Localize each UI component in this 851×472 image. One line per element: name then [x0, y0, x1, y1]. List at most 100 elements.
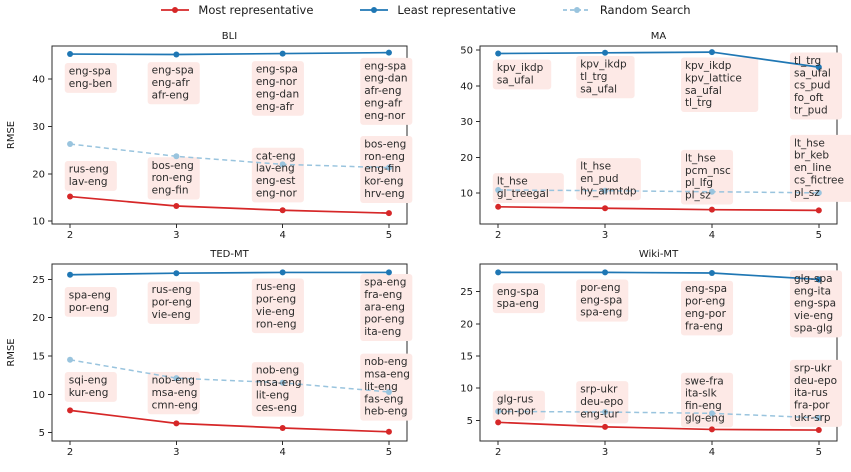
annotation-text: cs_fictree — [794, 175, 844, 187]
annotation-text: tl_trg — [685, 97, 712, 109]
annotation-box — [492, 173, 564, 203]
data-point-marker — [495, 186, 502, 193]
data-point-marker — [602, 187, 609, 194]
annotation-text: eng-fin — [152, 185, 189, 197]
annotation-box — [492, 283, 545, 314]
annotation-text: tl_trg — [580, 71, 607, 83]
y-axis-tick-label: 30 — [460, 117, 473, 128]
annotation-text: lav-eng — [69, 176, 108, 188]
least-representative-line — [70, 51, 389, 56]
x-axis-tick-label: 2 — [67, 447, 73, 458]
annotation-text: afr-eng — [364, 85, 401, 97]
annotation-text: glg-rus — [497, 393, 533, 405]
legend-label: Least representative — [397, 3, 516, 17]
annotation-text: lt_hse — [794, 137, 825, 149]
annotation-text: vie-eng — [794, 310, 833, 322]
annotation-text: fra-eng — [685, 320, 723, 332]
x-axis-tick-label: 3 — [173, 447, 179, 458]
annotation-text: por-eng — [580, 282, 620, 294]
data-point-marker — [173, 375, 180, 382]
annotation-text: sa_ufal — [580, 83, 617, 95]
annotation-text: eng-tur — [580, 408, 619, 420]
annotation-text: ara-eng — [364, 301, 405, 313]
data-point-marker — [602, 409, 609, 416]
annotation-text: spa-eng — [364, 276, 406, 288]
data-point-marker — [708, 206, 715, 213]
dashed-line-marker-icon — [562, 7, 591, 13]
data-point-marker — [815, 207, 822, 214]
annotation-text: eng-por — [685, 308, 727, 320]
data-point-marker — [602, 269, 609, 276]
x-axis-tick-label: 2 — [495, 230, 501, 241]
data-point-marker — [279, 379, 286, 386]
annotation-text: ukr-srp — [794, 412, 831, 424]
x-axis-tick-label: 4 — [279, 230, 285, 241]
annotation-text: nob-eng — [256, 365, 299, 377]
annotation-text: swe-fra — [685, 375, 724, 387]
annotation-text: rus-eng — [152, 284, 192, 296]
annotation-text: deu-epo — [580, 396, 623, 408]
annotation-text: lt_hse — [685, 152, 716, 164]
y-axis-tick-label: 10 — [460, 189, 473, 200]
data-point-marker — [67, 407, 74, 414]
data-point-marker — [173, 203, 180, 210]
data-point-marker — [495, 203, 502, 210]
annotation-text: eng-spa — [256, 64, 298, 76]
annotation-box — [360, 57, 413, 125]
annotation-text: en_pud — [580, 173, 618, 185]
x-axis-tick-label: 3 — [173, 230, 179, 241]
data-point-marker — [67, 51, 74, 58]
x-axis-tick-label: 4 — [709, 447, 715, 458]
annotation-text: fas-eng — [364, 393, 403, 405]
data-point-marker — [708, 188, 715, 195]
data-point-marker — [67, 193, 74, 200]
annotation-text: eng-dan — [256, 88, 299, 100]
x-axis-tick-label: 2 — [495, 447, 501, 458]
data-point-marker — [173, 153, 180, 160]
annotation-text: pl_sz — [685, 190, 711, 202]
plot-area: eng-spaspa-engpor-engeng-spaspa-engeng-s… — [492, 269, 843, 434]
annotation-text: eng-nor — [256, 76, 298, 88]
y-axis-tick-label: 20 — [460, 319, 473, 330]
annotation-text: msa-eng — [152, 387, 198, 399]
plot-title: Wiki-MT — [639, 249, 679, 260]
annotation-box — [64, 286, 117, 317]
plot-spines — [479, 263, 838, 442]
data-point-marker — [602, 423, 609, 430]
data-point-marker — [495, 408, 502, 415]
annotation-text: ron-eng — [256, 318, 297, 330]
annotation-text: ita-slk — [685, 388, 718, 400]
y-axis-tick-label: 25 — [32, 275, 45, 286]
plot-spines — [51, 263, 408, 442]
data-point-marker — [279, 161, 286, 168]
annotation-text: por-eng — [364, 314, 404, 326]
annotation-text: kur-eng — [69, 387, 109, 399]
annotation-text: fo_oft — [794, 92, 823, 104]
annotation-text: eng-ita — [794, 285, 831, 297]
annotation-text: cmn-eng — [152, 399, 198, 411]
data-point-marker — [708, 270, 715, 277]
annotation-text: pl_sz — [794, 187, 820, 199]
annotation-text: eng-afr — [364, 98, 403, 110]
y-axis-tick-label: 20 — [32, 169, 45, 180]
most-representative-line — [69, 409, 389, 433]
y-axis-tick-label: 5 — [39, 428, 45, 439]
annotation-text: fra-eng — [364, 289, 402, 301]
annotation-text: eng-spa — [69, 66, 111, 78]
annotation-text: eng-spa — [152, 65, 194, 77]
annotation-box — [789, 270, 843, 338]
annotation-box — [147, 157, 200, 200]
y-axis-tick-label: 15 — [460, 352, 473, 363]
most-representative-line — [69, 195, 389, 214]
annotation-text: eng-est — [256, 175, 296, 187]
annotation-text: eng-fin — [364, 163, 401, 175]
annotation-text: fin-eng — [685, 400, 722, 412]
annotation-text: rus-eng — [69, 164, 109, 176]
annotation-box — [576, 158, 641, 201]
annotation-text: eng-spa — [497, 286, 539, 298]
annotation-text: sa_ufal — [685, 85, 722, 97]
y-axis-tick-label: 40 — [460, 81, 473, 92]
annotation-box — [251, 362, 304, 417]
